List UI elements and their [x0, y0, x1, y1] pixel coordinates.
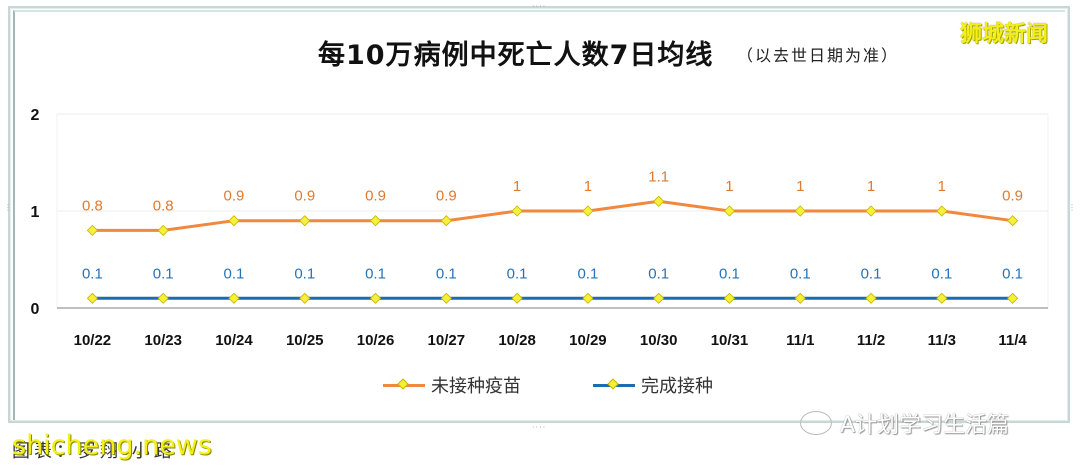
- data-point-marker[interactable]: [653, 292, 665, 304]
- data-label: 0.8: [153, 197, 174, 214]
- data-label: 0.9: [1002, 188, 1023, 205]
- caption: 图表：罗翔 小路: [12, 441, 176, 462]
- x-tick-label: 10/28: [498, 332, 536, 349]
- data-label: 1: [938, 178, 946, 195]
- chart-border: [13, 10, 1065, 420]
- resize-handle-top[interactable]: ····: [532, 2, 547, 11]
- data-point-marker[interactable]: [369, 215, 382, 227]
- x-tick-label: 10/24: [215, 332, 253, 349]
- data-point-marker[interactable]: [511, 205, 523, 217]
- data-label: 0.9: [224, 188, 245, 205]
- brand-watermark: 狮城新闻: [960, 22, 1049, 47]
- data-label: 0.1: [153, 265, 174, 282]
- x-tick-label: 11/1: [786, 332, 814, 349]
- x-tick-label: 10/29: [569, 332, 607, 349]
- x-tick-label: 10/27: [428, 332, 466, 349]
- data-label: 0.9: [365, 188, 386, 205]
- legend-swatch-orange-icon: [383, 377, 425, 390]
- wechat-icon: [800, 411, 832, 435]
- data-point-marker[interactable]: [228, 215, 240, 227]
- data-point-marker[interactable]: [157, 224, 169, 236]
- data-label: 1: [513, 178, 521, 195]
- data-point-marker[interactable]: [865, 205, 877, 217]
- data-label: 0.1: [577, 265, 598, 282]
- data-label: 0.1: [507, 265, 528, 282]
- legend-item-unvaccinated[interactable]: 未接种疫苗: [383, 372, 521, 398]
- data-point-marker[interactable]: [157, 292, 169, 304]
- data-label: 0.1: [365, 265, 386, 282]
- legend-label: 未接种疫苗: [431, 376, 521, 397]
- series-line: [92, 199, 1013, 232]
- x-tick-label: 11/4: [998, 332, 1027, 349]
- data-point-marker[interactable]: [794, 292, 806, 304]
- data-label: 0.1: [436, 265, 457, 282]
- data-label: 1: [725, 178, 733, 195]
- legend-label: 完成接种: [641, 376, 713, 397]
- data-point-marker[interactable]: [794, 205, 806, 217]
- chart-subtitle: （以去世日期为准）: [737, 46, 900, 65]
- data-label: 0.1: [648, 265, 669, 282]
- x-tick-label: 11/3: [928, 332, 956, 349]
- data-point-marker[interactable]: [440, 215, 452, 227]
- chart-title: 每10万病例中死亡人数7日均线: [318, 40, 714, 71]
- data-label: 0.1: [1002, 265, 1023, 282]
- data-label: 0.1: [82, 265, 103, 282]
- data-point-marker[interactable]: [723, 205, 736, 217]
- data-point-marker[interactable]: [440, 292, 452, 304]
- data-point-marker[interactable]: [582, 292, 594, 304]
- data-point-marker[interactable]: [299, 215, 311, 227]
- x-tick-label: 10/23: [144, 332, 182, 349]
- data-point-marker[interactable]: [865, 292, 877, 304]
- x-tick-label: 10/22: [74, 332, 112, 349]
- site-watermark: shicheng.news: [12, 430, 212, 461]
- data-label: 0.9: [436, 188, 457, 205]
- data-label: 0.1: [931, 265, 952, 282]
- data-point-marker[interactable]: [86, 292, 98, 304]
- data-label: 1: [867, 178, 875, 195]
- data-point-marker[interactable]: [228, 292, 240, 304]
- data-label: 0.1: [224, 265, 245, 282]
- data-point-marker[interactable]: [653, 195, 665, 207]
- y-tick-label: 2: [31, 107, 40, 124]
- data-point-marker[interactable]: [582, 205, 594, 217]
- x-tick-label: 10/26: [357, 332, 395, 349]
- data-point-marker[interactable]: [1007, 215, 1019, 227]
- resize-handle-right[interactable]: ⋮: [1068, 203, 1077, 212]
- data-point-marker[interactable]: [369, 292, 382, 304]
- legend-swatch-blue-icon: [593, 377, 635, 390]
- data-label: 0.1: [861, 265, 882, 282]
- x-tick-label: 10/25: [286, 332, 324, 349]
- data-label: 1.1: [648, 168, 669, 185]
- data-label: 1: [796, 178, 804, 195]
- data-point-marker[interactable]: [1007, 292, 1019, 304]
- data-point-marker[interactable]: [299, 292, 311, 304]
- data-label: 0.8: [82, 197, 103, 214]
- data-point-marker[interactable]: [511, 292, 523, 304]
- legend-item-vaccinated[interactable]: 完成接种: [593, 372, 713, 398]
- data-point-marker[interactable]: [86, 224, 98, 236]
- data-point-marker[interactable]: [723, 292, 736, 304]
- x-tick-label: 11/2: [857, 332, 885, 349]
- resize-handle-left[interactable]: ⋮: [4, 203, 13, 212]
- data-label: 0.9: [294, 188, 315, 205]
- wechat-watermark: A计划学习生活篇: [800, 407, 1009, 439]
- y-tick-label: 0: [31, 301, 40, 318]
- x-tick-label: 10/31: [711, 332, 749, 349]
- data-point-marker[interactable]: [936, 292, 948, 304]
- data-label: 0.1: [294, 265, 315, 282]
- data-point-marker[interactable]: [936, 205, 948, 217]
- y-tick-label: 1: [31, 204, 40, 221]
- data-label: 0.1: [719, 265, 740, 282]
- data-label: 1: [584, 178, 592, 195]
- resize-handle-bottom[interactable]: ····: [532, 423, 547, 432]
- x-tick-label: 10/30: [640, 332, 678, 349]
- chart-frame: [8, 6, 1070, 423]
- data-label: 0.1: [790, 265, 811, 282]
